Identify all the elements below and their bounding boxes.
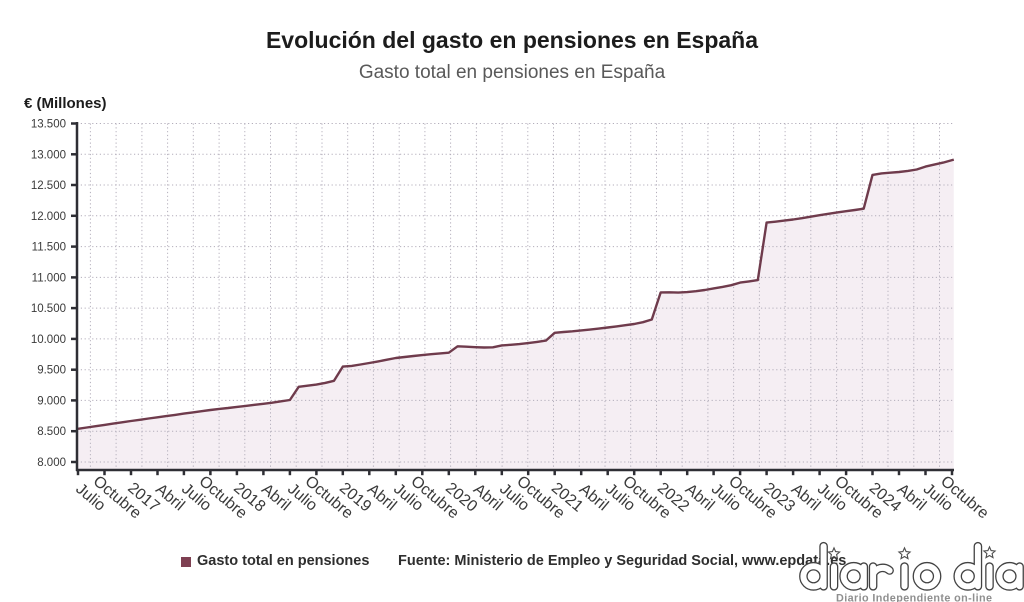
svg-text:11.000: 11.000 <box>32 272 66 284</box>
svg-text:10.000: 10.000 <box>31 334 66 346</box>
svg-text:9.500: 9.500 <box>37 365 66 377</box>
svg-text:Diario Independiente on-line: Diario Independiente on-line <box>836 593 992 602</box>
svg-text:9.000: 9.000 <box>37 395 66 407</box>
svg-text:12.500: 12.500 <box>31 180 66 192</box>
svg-text:13.500: 13.500 <box>31 119 66 131</box>
svg-text:8.500: 8.500 <box>37 426 66 438</box>
svg-text:12.000: 12.000 <box>31 211 66 223</box>
svg-text:11.500: 11.500 <box>32 242 66 254</box>
svg-text:8.000: 8.000 <box>37 457 66 469</box>
svg-text:10.500: 10.500 <box>31 303 66 315</box>
svg-text:13.000: 13.000 <box>31 149 66 161</box>
